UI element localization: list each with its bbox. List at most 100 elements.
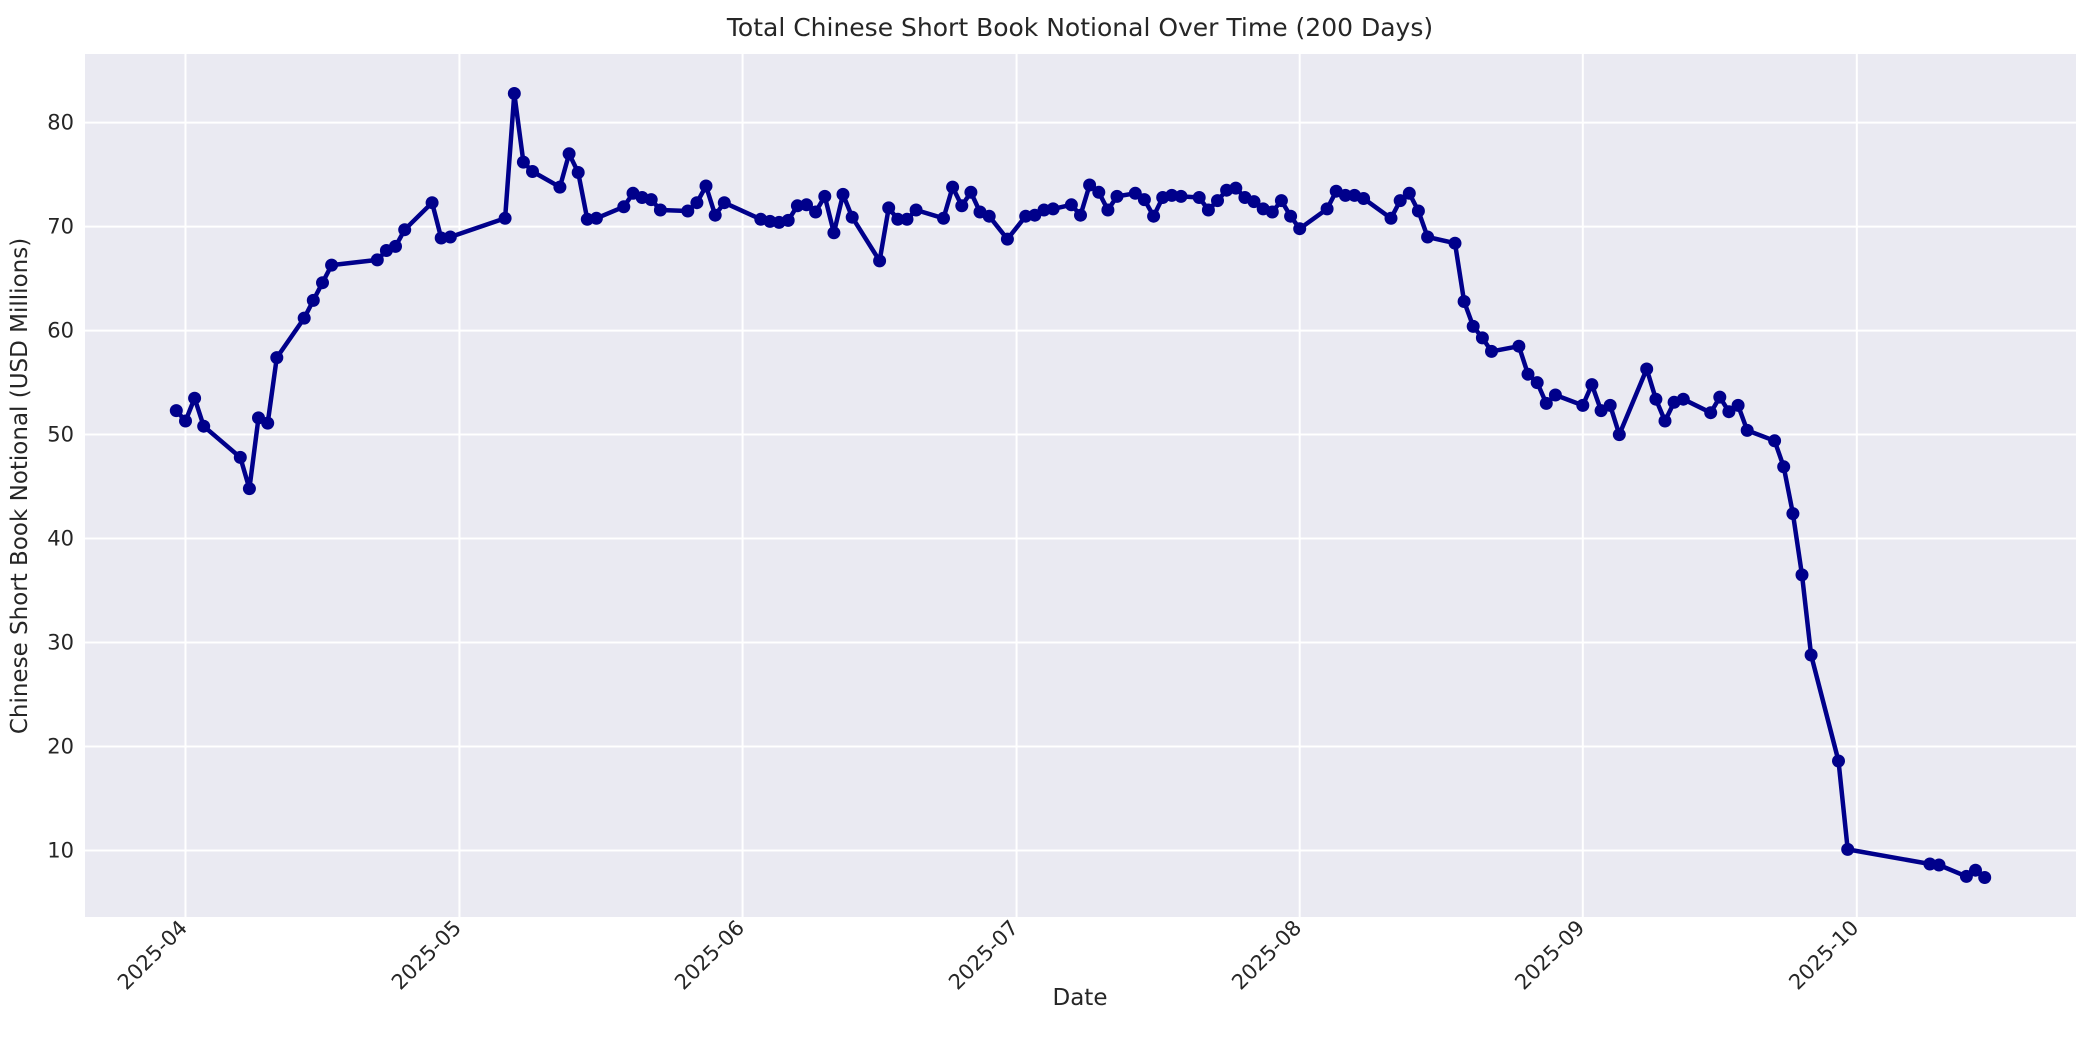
data-point: [1457, 295, 1471, 308]
data-point: [882, 201, 896, 215]
data-point: [179, 414, 192, 428]
data-point: [562, 147, 576, 161]
data-point: [800, 198, 813, 212]
data-point: [1101, 203, 1115, 217]
data-point: [1969, 863, 1982, 877]
data-point: [553, 180, 567, 194]
data-point: [1411, 204, 1425, 218]
y-tick-label: 10: [47, 838, 74, 862]
y-tick-label: 60: [47, 319, 74, 343]
data-point: [589, 211, 603, 225]
data-point: [1320, 202, 1334, 216]
data-point: [1804, 648, 1818, 662]
data-point: [1548, 388, 1562, 402]
data-point: [1046, 202, 1060, 216]
data-point: [1585, 378, 1599, 392]
data-point: [955, 199, 969, 213]
data-point: [1740, 423, 1754, 437]
data-point: [1357, 192, 1371, 205]
y-axis-ticks: 10 20 30 40 50 60 70 80: [47, 111, 74, 863]
data-point: [1676, 392, 1690, 406]
data-point: [1128, 186, 1142, 200]
data-point: [1475, 331, 1489, 345]
data-point: [1841, 842, 1855, 856]
data-point: [261, 416, 275, 430]
data-point: [1083, 178, 1097, 192]
data-point: [1713, 390, 1727, 404]
data-point: [681, 204, 695, 218]
data-point: [1521, 367, 1535, 381]
data-point: [1201, 203, 1215, 217]
data-point: [1932, 858, 1946, 872]
data-point: [1000, 232, 1014, 246]
x-axis-label: Date: [1053, 985, 1108, 1011]
data-point: [197, 419, 211, 433]
data-point: [389, 239, 402, 253]
data-point: [900, 212, 914, 226]
y-tick-label: 80: [47, 111, 74, 135]
data-point: [1247, 195, 1261, 209]
data-point: [1466, 319, 1480, 333]
series-group: [169, 87, 1992, 884]
data-point: [690, 196, 704, 210]
data-point: [946, 180, 960, 194]
data-point: [1064, 198, 1078, 212]
data-point: [1539, 396, 1553, 410]
data-point: [425, 196, 439, 210]
gridlines: [85, 54, 2076, 917]
y-tick-label: 40: [47, 527, 74, 551]
data-point: [1384, 211, 1398, 225]
data-point: [699, 179, 713, 193]
data-point: [1795, 568, 1809, 582]
data-point: [964, 185, 978, 199]
data-point: [1512, 339, 1526, 353]
data-point: [1777, 460, 1791, 474]
data-point: [1768, 434, 1782, 448]
data-point: [891, 212, 905, 226]
data-point: [316, 276, 329, 290]
y-axis-label: Chinese Short Book Notional (USD Million…: [7, 238, 33, 734]
y-tick-label: 20: [47, 734, 74, 758]
y-tick-label: 50: [47, 423, 74, 447]
data-point: [1402, 186, 1416, 200]
data-point: [873, 254, 887, 268]
data-point: [1092, 185, 1106, 199]
data-point: [708, 208, 722, 222]
data-point: [1137, 193, 1151, 207]
data-point: [809, 205, 823, 219]
data-point: [188, 391, 202, 405]
data-point: [1640, 362, 1654, 376]
data-point: [1832, 754, 1845, 768]
data-point: [836, 187, 850, 201]
data-point: [1147, 209, 1161, 223]
data-point: [1229, 181, 1243, 195]
data-point: [1284, 209, 1298, 223]
data-point: [1530, 376, 1544, 390]
data-point: [1612, 428, 1626, 442]
data-point: [617, 200, 631, 214]
data-point: [1704, 406, 1718, 420]
data-point: [1485, 344, 1498, 358]
data-point: [370, 253, 384, 267]
data-point: [982, 209, 996, 223]
data-point: [526, 165, 539, 178]
data-point: [909, 203, 923, 217]
data-point: [1274, 194, 1288, 208]
y-tick-label: 70: [47, 215, 74, 239]
data-point: [443, 230, 457, 244]
data-point: [653, 203, 667, 217]
data-point: [937, 211, 950, 225]
data-point: [1959, 869, 1973, 883]
data-point: [644, 193, 658, 207]
y-tick-label: 30: [47, 631, 74, 655]
data-point: [1786, 507, 1800, 521]
data-point: [1338, 188, 1352, 202]
data-point: [242, 482, 256, 496]
data-point: [398, 223, 412, 237]
data-point: [818, 189, 832, 203]
data-point: [1658, 414, 1672, 428]
data-point: [827, 226, 841, 240]
data-point: [169, 404, 183, 418]
data-point: [297, 311, 311, 325]
